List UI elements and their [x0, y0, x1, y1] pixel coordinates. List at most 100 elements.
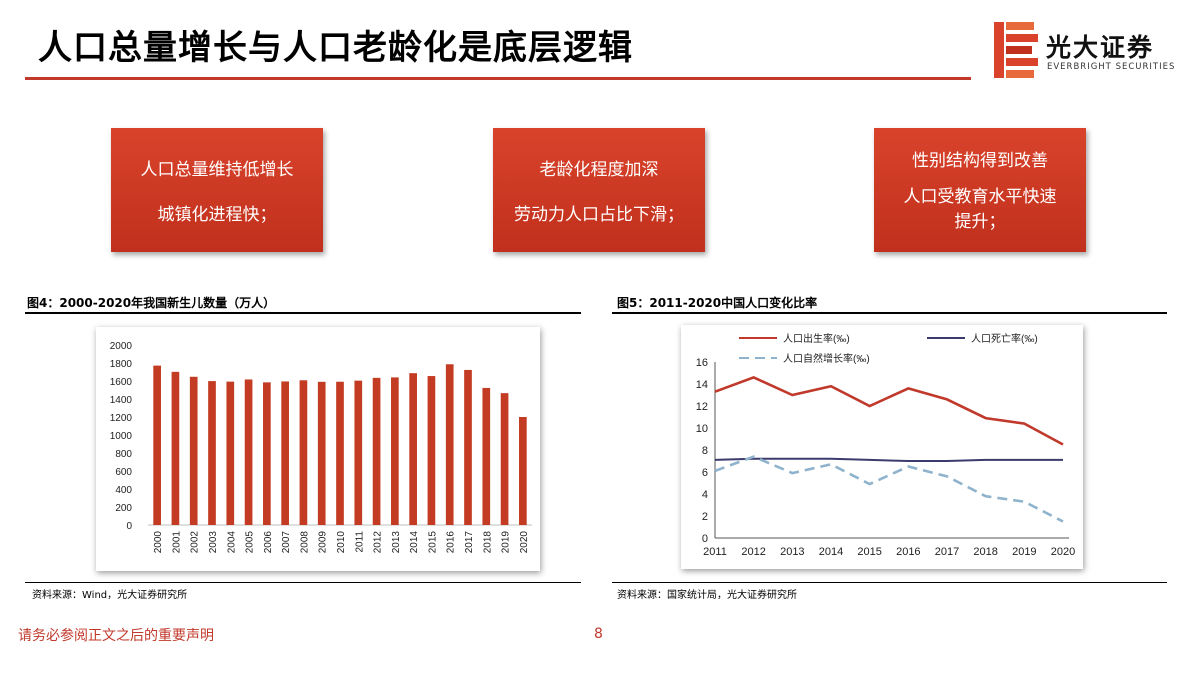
series-line — [714, 375, 1064, 446]
bar — [281, 381, 289, 525]
y-tick-label: 600 — [115, 467, 132, 478]
legend-label: 人口自然增长率(‰) — [783, 352, 870, 365]
x-tick-label: 2017 — [464, 531, 475, 554]
x-tick-label: 2015 — [427, 531, 438, 554]
bar — [336, 381, 344, 525]
x-tick-label: 2014 — [819, 546, 843, 558]
point-line: 人口总量维持低增长 — [140, 160, 294, 180]
bar — [464, 369, 472, 525]
y-tick-label: 14 — [696, 379, 708, 391]
figure4-chart-panel: 0 200 400 600 800 1000 1200 1400 1600 1800 2000 200… — [96, 327, 540, 571]
y-tick-label: 1200 — [110, 413, 133, 424]
x-tick-label: 2009 — [318, 531, 329, 554]
figure5-chart-panel: 0 2 4 6 8 10 12 14 16 2011 2012 2013 2014 2015 2016 201… — [681, 325, 1083, 569]
brand-logo: 光大证券 EVERBRIGHT SECURITIES — [994, 22, 1184, 78]
x-tick-label: 2007 — [281, 531, 292, 554]
legend-label: 人口死亡率(‰) — [971, 332, 1038, 345]
y-tick-label: 400 — [115, 485, 132, 496]
x-tick-label: 2012 — [373, 531, 384, 554]
y-tick-label: 200 — [115, 503, 132, 514]
bar — [391, 377, 399, 525]
point-line: 老龄化程度加深 — [539, 160, 659, 180]
y-tick-label: 8 — [702, 445, 708, 457]
x-tick-label: 2006 — [263, 531, 274, 554]
y-tick-label: 12 — [696, 401, 708, 413]
y-tick-label: 1400 — [110, 395, 133, 406]
figure4-top-rule — [25, 312, 581, 314]
x-tick-label: 2011 — [354, 531, 365, 553]
y-tick-label: 1000 — [110, 431, 133, 442]
y-tick-label: 2 — [702, 511, 708, 523]
bar — [189, 376, 198, 525]
x-tick-label: 2008 — [299, 531, 310, 554]
figure4-source: 资料来源：Wind，光大证券研究所 — [32, 590, 188, 601]
x-tick-label: 2018 — [973, 546, 997, 558]
x-tick-label: 2000 — [153, 531, 164, 554]
point-line: 人口受教育水平快速提升； — [903, 186, 1057, 232]
y-tick-label: 0 — [702, 533, 708, 545]
figure5-source: 资料来源：国家统计局，光大证券研究所 — [617, 590, 797, 601]
point-box-population: 人口总量维持低增长 城镇化进程快； — [111, 128, 323, 252]
x-tick-label: 2011 — [703, 546, 727, 558]
point-box-aging: 老龄化程度加深 劳动力人口占比下滑； — [493, 128, 705, 252]
bar — [263, 382, 271, 525]
y-tick-label: 6 — [702, 467, 708, 479]
point-line: 性别结构得到改善 — [912, 150, 1048, 171]
y-tick-label: 0 — [126, 521, 132, 532]
bar — [153, 365, 161, 525]
x-tick-label: 2012 — [741, 546, 765, 558]
figure5-top-rule — [612, 312, 1167, 314]
everbright-logo-icon — [994, 22, 1038, 78]
y-tick-label: 2000 — [110, 341, 133, 352]
logo-en-text: EVERBRIGHT SECURITIES — [1047, 62, 1176, 72]
bar — [482, 387, 491, 525]
x-tick-label: 2010 — [336, 531, 347, 554]
y-tick-label: 1800 — [110, 359, 133, 370]
page-title: 人口总量增长与人口老龄化是底层逻辑 — [38, 28, 633, 68]
x-tick-label: 2020 — [519, 531, 530, 554]
x-tick-label: 2001 — [171, 531, 182, 554]
bar — [244, 379, 253, 525]
bar — [519, 417, 527, 525]
x-tick-label: 2015 — [857, 546, 881, 558]
bar — [226, 381, 235, 525]
bar — [409, 373, 417, 525]
point-box-structure: 性别结构得到改善 人口受教育水平快速提升； — [874, 128, 1086, 252]
bar — [299, 380, 308, 525]
bar — [317, 381, 326, 525]
y-tick-label: 4 — [702, 489, 708, 501]
figure4-bottom-rule — [25, 582, 581, 583]
figure5-bottom-rule — [612, 582, 1167, 583]
x-tick-label: 2004 — [226, 531, 237, 554]
x-tick-label: 2014 — [409, 531, 420, 554]
disclaimer-note: 请务必参阅正文之后的重要声明 — [18, 628, 214, 644]
x-tick-label: 2003 — [208, 531, 219, 554]
newborn-bar-chart: 0 200 400 600 800 1000 1200 1400 1600 1800 2000 200… — [110, 341, 532, 554]
x-tick-label: 2013 — [391, 531, 402, 554]
x-tick-label: 2018 — [482, 531, 493, 554]
y-tick-label: 16 — [696, 357, 708, 369]
x-tick-label: 2017 — [935, 546, 959, 558]
series-line — [714, 455, 1064, 523]
y-tick-label: 1600 — [110, 377, 133, 388]
bar — [427, 376, 436, 525]
figure4-title: 图4：2000-2020年我国新生儿数量（万人） — [27, 296, 276, 310]
x-tick-label: 2019 — [1012, 546, 1036, 558]
logo-cn-text: 光大证券 — [1046, 33, 1155, 62]
bar — [171, 371, 180, 525]
bar — [445, 364, 454, 525]
x-tick-label: 2005 — [245, 531, 256, 554]
y-tick-label: 10 — [696, 423, 708, 435]
y-tick-label: 800 — [115, 449, 132, 460]
title-underline — [25, 77, 971, 80]
bar — [354, 380, 363, 525]
x-tick-label: 2019 — [501, 531, 512, 554]
bar — [208, 381, 216, 525]
x-tick-label: 2013 — [780, 546, 804, 558]
figure5-title: 图5：2011-2020中国人口变化比率 — [617, 296, 818, 310]
legend-label: 人口出生率(‰) — [783, 332, 850, 345]
page-number: 8 — [594, 626, 603, 642]
bar — [500, 393, 509, 525]
x-tick-label: 2016 — [446, 531, 457, 554]
series-line — [714, 457, 1063, 462]
